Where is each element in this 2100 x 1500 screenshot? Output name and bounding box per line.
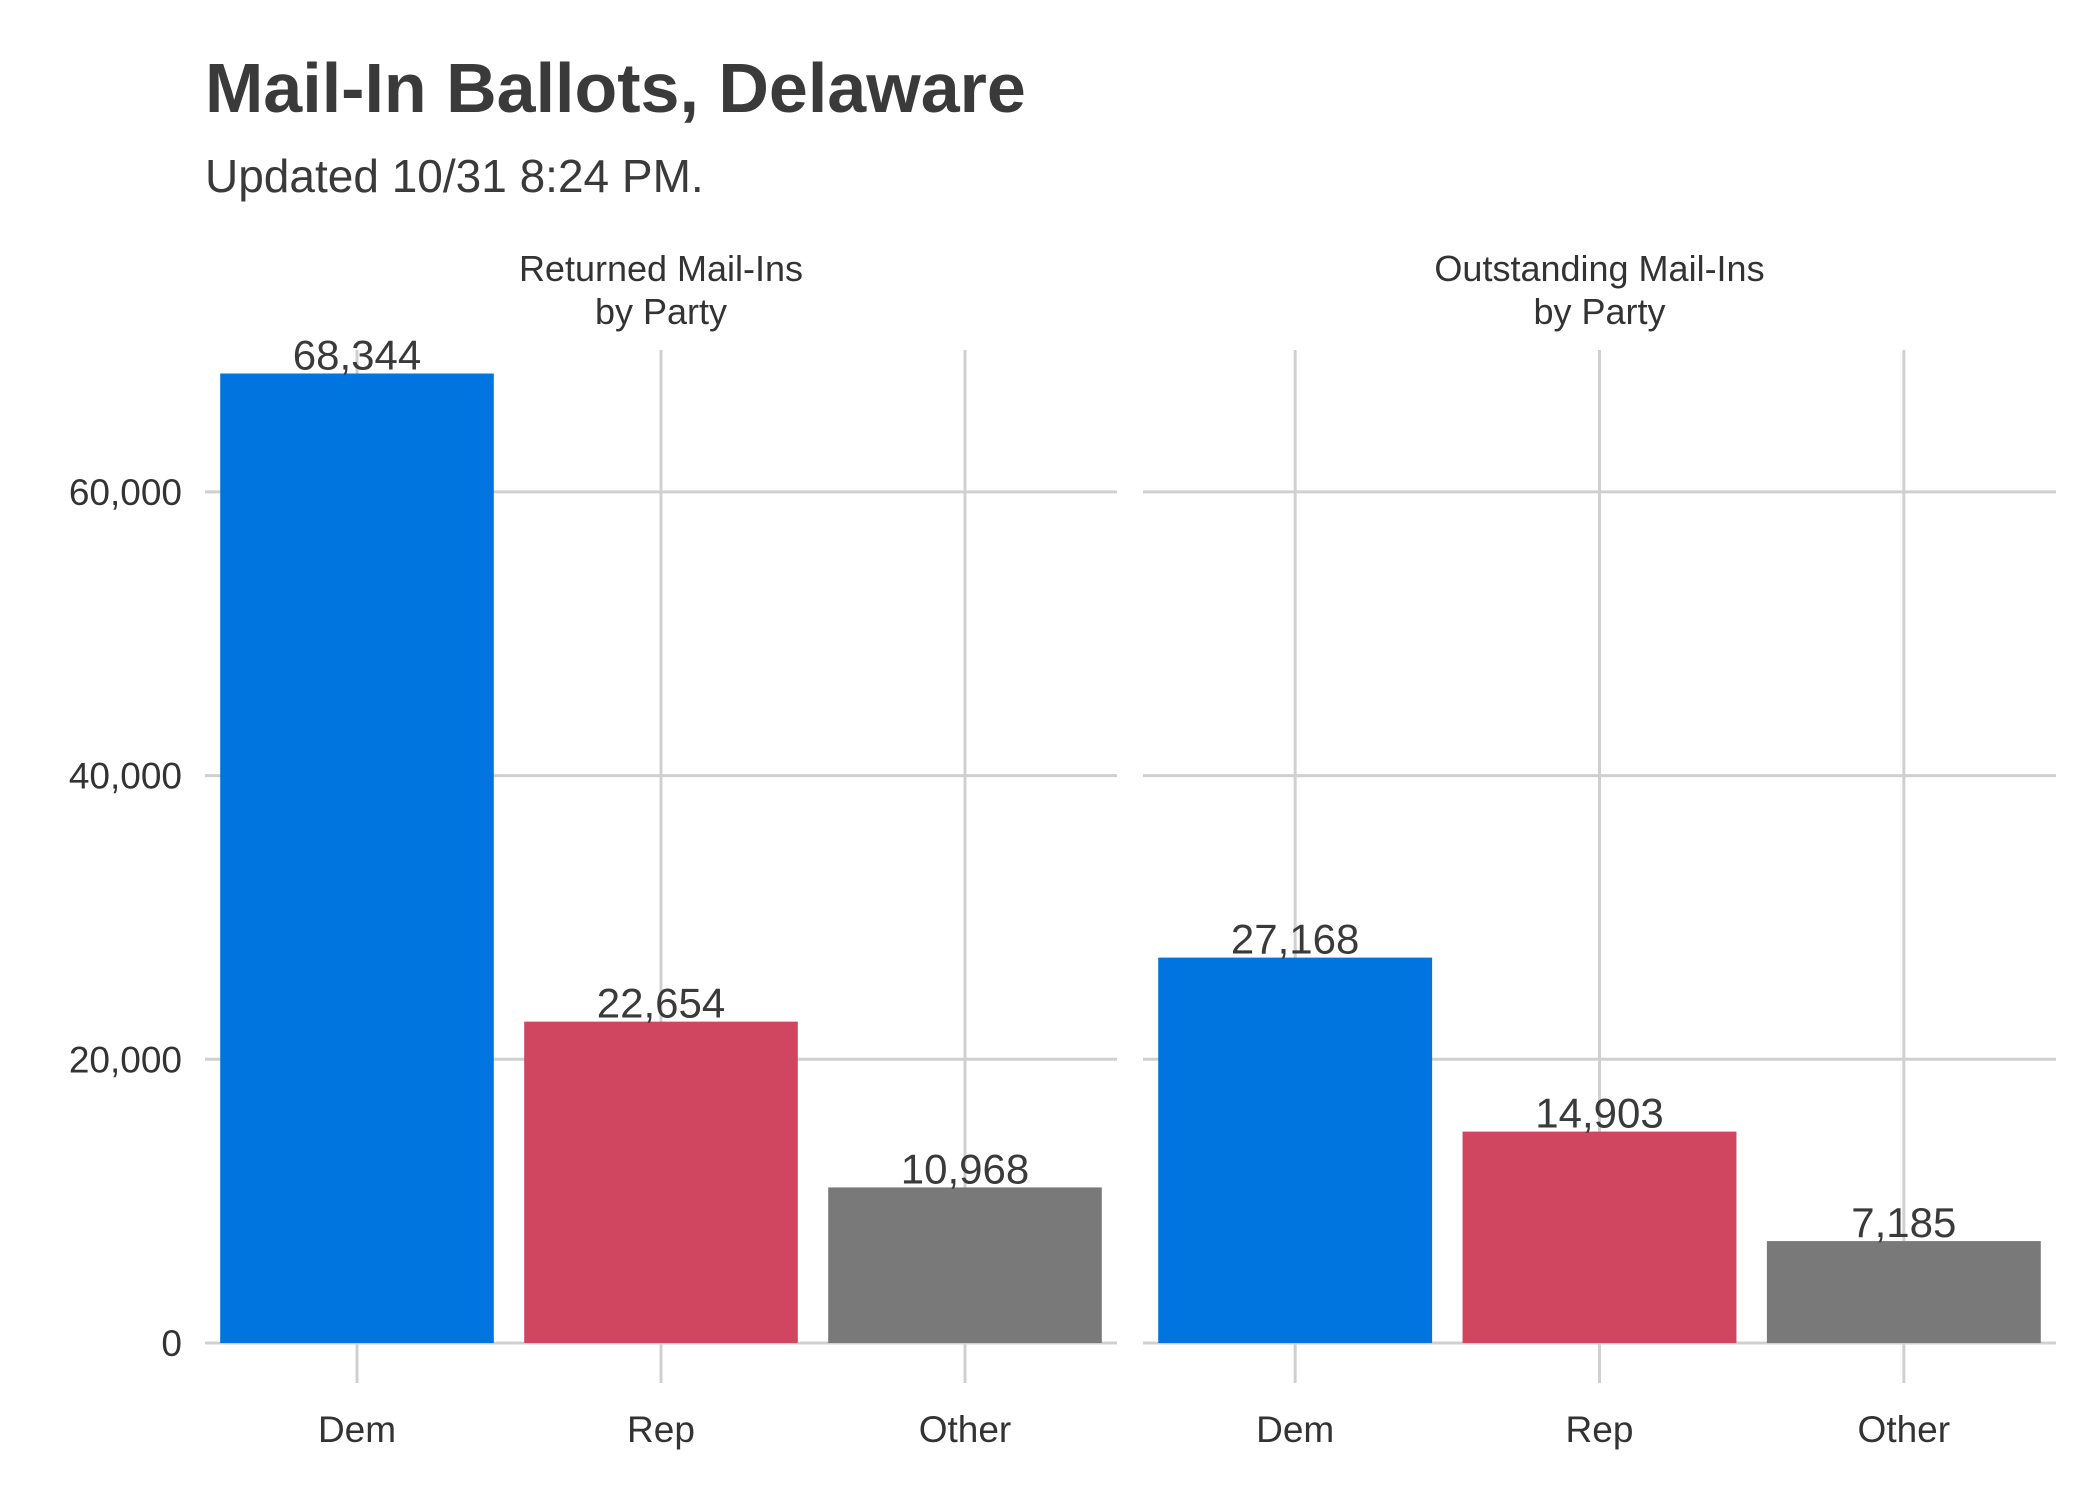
chart-subtitle: Updated 10/31 8:24 PM. (205, 150, 704, 202)
data-label-rep: 14,903 (1535, 1090, 1663, 1137)
data-label-other: 7,185 (1851, 1199, 1956, 1246)
bar-rep (524, 1021, 798, 1343)
y-tick-label: 60,000 (69, 472, 182, 513)
x-tick-label-dem: Dem (1256, 1409, 1334, 1450)
bar-rep (1462, 1131, 1737, 1343)
data-label-dem: 68,344 (293, 331, 421, 378)
bar-dem (1158, 957, 1433, 1343)
bar-other (828, 1187, 1102, 1343)
panel-title-line: by Party (1533, 291, 1665, 332)
y-tick-label: 40,000 (69, 756, 182, 797)
chart-title: Mail-In Ballots, Delaware (205, 49, 1026, 127)
x-tick-label-other: Other (919, 1409, 1012, 1450)
data-label-other: 10,968 (901, 1145, 1029, 1192)
y-tick-label: 20,000 (69, 1039, 182, 1080)
data-label-rep: 22,654 (597, 980, 725, 1027)
panel-title-line: Returned Mail-Ins (519, 248, 803, 289)
y-tick-label: 0 (161, 1323, 182, 1364)
bar-dem (220, 373, 494, 1343)
x-tick-label-rep: Rep (1566, 1409, 1634, 1450)
x-tick-label-other: Other (1858, 1409, 1951, 1450)
data-label-dem: 27,168 (1231, 916, 1359, 963)
x-tick-label-rep: Rep (627, 1409, 695, 1450)
bar-other (1766, 1241, 2041, 1343)
panel-title-line: by Party (595, 291, 727, 332)
x-tick-label-dem: Dem (318, 1409, 396, 1450)
panel-title-line: Outstanding Mail-Ins (1434, 248, 1764, 289)
